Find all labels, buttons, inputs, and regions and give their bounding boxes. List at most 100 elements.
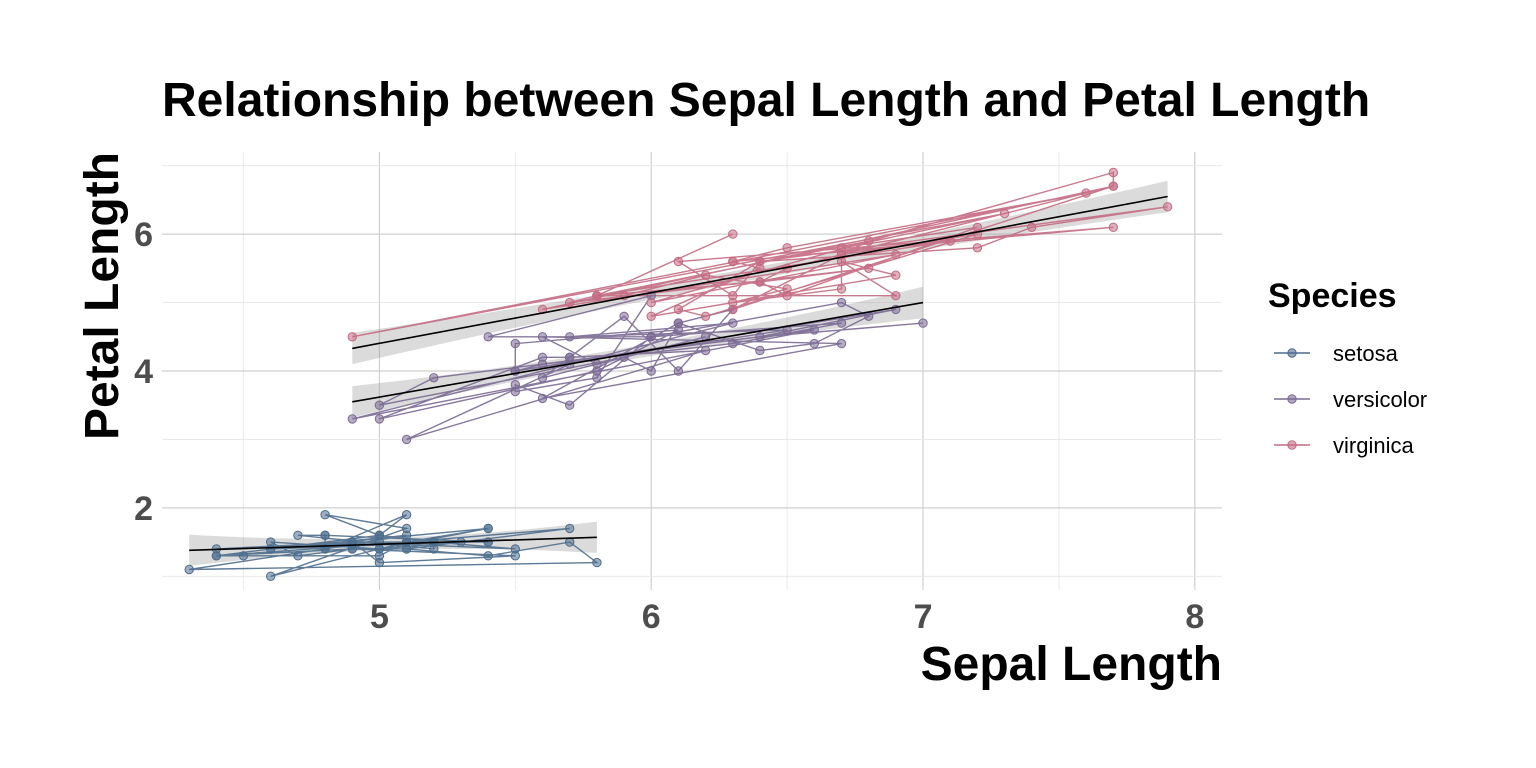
data-point-versicolor <box>918 318 928 328</box>
data-point-setosa <box>293 530 303 540</box>
legend-label: setosa <box>1333 341 1399 366</box>
x-tick-label: 8 <box>1185 598 1204 636</box>
data-point-versicolor <box>510 386 520 397</box>
data-point-versicolor <box>565 332 575 342</box>
data-point-setosa <box>374 544 385 554</box>
data-point-setosa <box>565 537 575 547</box>
data-point-virginica <box>782 284 792 294</box>
data-point-virginica <box>700 311 711 321</box>
y-tick-label: 6 <box>134 216 153 254</box>
y-axis-title: Petal Length <box>76 152 129 440</box>
data-point-virginica <box>1108 167 1119 178</box>
data-point-versicolor <box>836 297 847 308</box>
data-point-versicolor <box>700 345 711 356</box>
legend-item-versicolor: versicolor <box>1274 387 1427 412</box>
data-point-versicolor <box>537 393 548 404</box>
data-point-virginica <box>728 297 738 308</box>
data-point-versicolor <box>483 332 493 342</box>
data-point-setosa <box>483 537 493 547</box>
data-point-versicolor <box>646 366 656 376</box>
series-path-virginica <box>352 171 1168 338</box>
data-point-versicolor <box>728 318 738 328</box>
data-point-setosa <box>401 530 412 540</box>
data-point-virginica <box>1162 202 1173 212</box>
data-point-versicolor <box>537 332 548 342</box>
data-point-setosa <box>510 551 520 561</box>
x-tick-label: 5 <box>370 598 389 636</box>
regression-line-setosa <box>189 536 597 552</box>
data-point-virginica <box>700 270 711 280</box>
data-point-virginica <box>1027 222 1037 233</box>
data-point-versicolor <box>592 366 602 376</box>
y-tick-label: 4 <box>134 353 153 391</box>
data-point-versicolor <box>347 414 357 424</box>
data-point-virginica <box>673 304 684 315</box>
data-point-versicolor <box>836 318 847 328</box>
data-point-versicolor <box>374 400 385 410</box>
data-point-versicolor <box>755 345 765 356</box>
legend: Species setosa versicolor virginica <box>1268 277 1427 458</box>
data-point-virginica <box>728 229 738 239</box>
chart-title: Relationship between Sepal Length and Pe… <box>162 74 1370 127</box>
data-point-versicolor <box>619 311 629 321</box>
data-point-setosa <box>374 530 385 540</box>
data-point-virginica <box>347 332 357 342</box>
data-point-setosa <box>592 557 602 568</box>
data-point-virginica <box>972 243 983 253</box>
data-point-virginica <box>891 270 901 280</box>
data-point-virginica <box>646 311 656 321</box>
data-point-versicolor <box>537 373 548 383</box>
data-point-versicolor <box>755 332 765 342</box>
regression-line-versicolor <box>352 301 924 403</box>
data-point-setosa <box>483 523 493 534</box>
legend-items: setosa versicolor virginica <box>1274 341 1427 458</box>
regression-line-virginica <box>352 195 1168 350</box>
data-point-virginica <box>999 208 1010 219</box>
legend-key-point <box>1287 440 1297 450</box>
data-point-setosa <box>401 510 412 520</box>
data-point-versicolor <box>728 338 738 349</box>
data-point-virginica <box>673 256 684 267</box>
data-point-versicolor <box>836 338 847 349</box>
data-point-virginica <box>782 243 792 253</box>
data-point-versicolor <box>646 332 656 342</box>
data-point-versicolor <box>401 434 412 445</box>
data-point-virginica <box>1108 181 1119 191</box>
x-tick-label: 7 <box>914 598 933 636</box>
data-point-setosa <box>565 523 575 534</box>
data-point-versicolor <box>374 414 385 424</box>
data-point-versicolor <box>429 373 439 383</box>
data-point-virginica <box>864 236 874 246</box>
data-point-virginica <box>565 297 575 308</box>
x-axis-title: Sepal Length <box>921 638 1222 691</box>
data-point-virginica <box>891 250 901 260</box>
data-point-setosa <box>184 564 194 575</box>
data-point-setosa <box>211 551 222 561</box>
legend-item-virginica: virginica <box>1274 433 1414 458</box>
x-tick-labels: 5 6 7 8 <box>370 598 1204 636</box>
data-point-setosa <box>320 530 330 540</box>
data-point-versicolor <box>510 338 520 349</box>
legend-label: versicolor <box>1333 387 1427 412</box>
legend-key-point <box>1287 348 1297 358</box>
data-point-versicolor <box>565 400 575 410</box>
legend-item-setosa: setosa <box>1274 341 1399 366</box>
data-point-virginica <box>755 277 765 287</box>
data-point-versicolor <box>537 352 548 362</box>
data-point-virginica <box>646 297 656 308</box>
data-point-setosa <box>238 551 249 561</box>
data-point-setosa <box>266 571 276 581</box>
x-tick-label: 6 <box>642 598 661 636</box>
data-point-setosa <box>483 551 493 561</box>
data-point-virginica <box>592 291 602 301</box>
data-point-virginica <box>728 256 738 267</box>
data-point-virginica <box>891 291 901 301</box>
legend-title: Species <box>1268 277 1397 315</box>
data-point-setosa <box>320 510 330 520</box>
y-tick-labels: 2 4 6 <box>134 216 153 528</box>
regression-lines <box>189 195 1168 552</box>
legend-key-point <box>1287 394 1297 404</box>
data-point-virginica <box>1081 188 1091 198</box>
y-tick-label: 2 <box>134 490 153 528</box>
